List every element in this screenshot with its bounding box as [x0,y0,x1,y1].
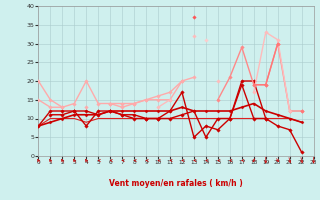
X-axis label: Vent moyen/en rafales ( km/h ): Vent moyen/en rafales ( km/h ) [109,179,243,188]
